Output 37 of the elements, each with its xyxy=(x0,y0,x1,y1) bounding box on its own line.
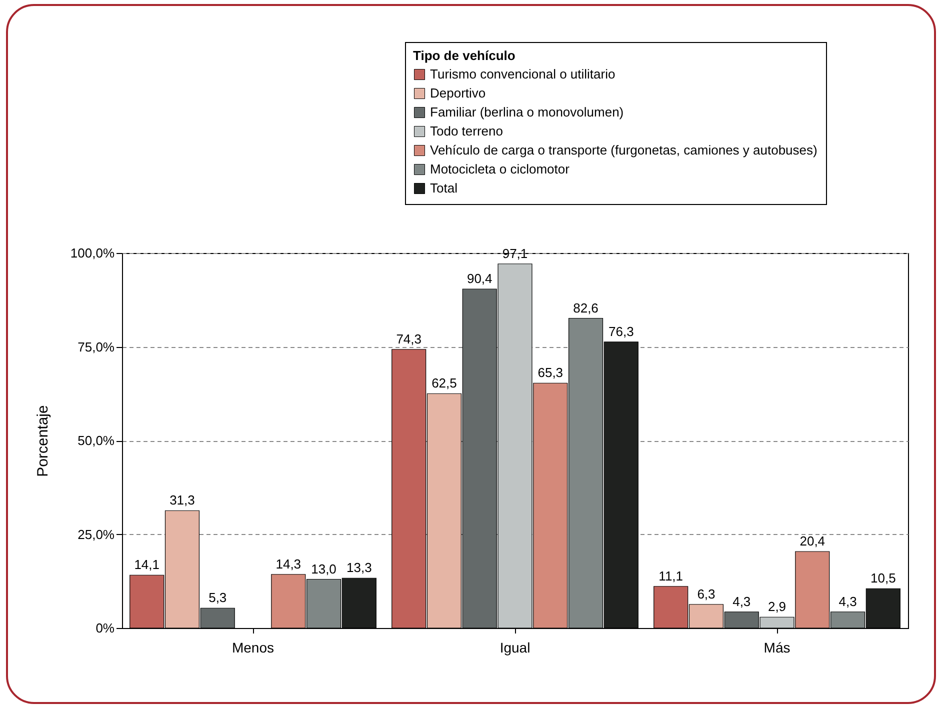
y-tick-label: 50,0% xyxy=(78,433,115,448)
data-label: 13,0 xyxy=(311,561,336,576)
x-tick-label: Menos xyxy=(232,640,274,656)
data-label: 11,1 xyxy=(658,568,684,584)
legend-label: Motocicleta o ciclomotor xyxy=(430,162,570,176)
y-tick-label: 25,0% xyxy=(78,526,115,542)
data-label: 90,4 xyxy=(466,271,492,286)
data-label: 6,3 xyxy=(697,586,716,602)
data-label: 31,3 xyxy=(170,492,195,508)
y-tick-label: 0% xyxy=(96,620,115,636)
legend-label: Deportivo xyxy=(430,86,486,100)
data-label: 82,6 xyxy=(573,300,598,316)
data-label: 5,3 xyxy=(208,590,227,606)
legend-label: Vehículo de carga o transporte (furgonetas, camiones y autobuses) xyxy=(430,142,818,158)
data-label: 13,3 xyxy=(346,560,372,576)
data-label: 65,3 xyxy=(538,365,564,380)
x-tick-label: Igual xyxy=(500,640,530,656)
data-label: 4,3 xyxy=(732,594,751,609)
legend-label: Familiar (berlina o monovolumen) xyxy=(430,104,624,120)
legend-label: Todo terreno xyxy=(430,124,503,138)
x-tick-label: Más xyxy=(764,640,790,656)
y-tick-label: 75,0% xyxy=(78,339,115,354)
y-axis-title: Porcentaje xyxy=(34,405,52,477)
data-label: 2,9 xyxy=(768,599,786,614)
data-label: 14,1 xyxy=(134,557,160,572)
data-label: 10,5 xyxy=(870,570,896,586)
data-label: 4,3 xyxy=(838,594,857,609)
y-tick-label: 100,0% xyxy=(70,246,115,260)
data-label: 76,3 xyxy=(608,324,634,339)
data-label: 14,3 xyxy=(276,556,302,572)
legend-title: Tipo de vehículo xyxy=(413,48,516,63)
data-label: 97,1 xyxy=(502,246,528,261)
data-label: 20,4 xyxy=(800,534,826,548)
legend-label: Total xyxy=(430,180,458,196)
data-label: 74,3 xyxy=(396,331,422,346)
legend-label: Turismo convencional o utilitario xyxy=(430,66,616,82)
data-label: 62,5 xyxy=(432,376,457,391)
